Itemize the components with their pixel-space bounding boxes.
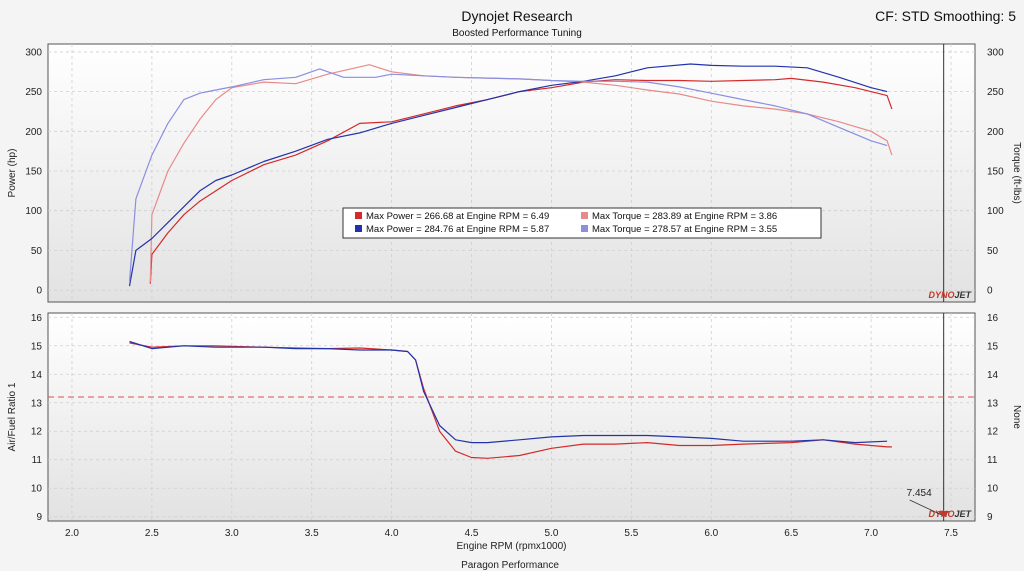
legend: Max Power = 266.68 at Engine RPM = 6.49 M… <box>342 207 822 239</box>
dynojet-logo: DYNOJET <box>928 509 972 519</box>
x-tick-label: 6.5 <box>784 528 798 539</box>
power-plot-area <box>47 43 976 303</box>
afr-series-1 <box>129 340 888 444</box>
y-tick-label: 12 <box>31 427 43 438</box>
legend-entry: Max Power = 266.68 at Engine RPM = 6.49 <box>366 211 549 222</box>
y-axis-label: Air/Fuel Ratio 1 <box>7 382 18 451</box>
x-tick-label: 3.5 <box>305 528 319 539</box>
y-tick-label: 14 <box>31 370 43 381</box>
y-tick-label: 300 <box>25 47 42 58</box>
y2-tick-label: 0 <box>987 286 993 297</box>
legend-entry: Max Power = 284.76 at Engine RPM = 5.87 <box>366 224 549 235</box>
y-tick-label: 11 <box>32 455 43 466</box>
y2-tick-label: 10 <box>987 484 999 495</box>
y-tick-label: 9 <box>36 512 42 523</box>
y2-tick-label: 9 <box>987 512 993 523</box>
x-tick-label: 4.5 <box>465 528 479 539</box>
chart-subtitle: Boosted Performance Tuning <box>452 28 582 39</box>
x-tick-label: 5.5 <box>624 528 638 539</box>
y-tick-label: 13 <box>31 398 43 409</box>
power-series-3 <box>128 68 888 283</box>
y2-tick-label: 200 <box>987 127 1004 138</box>
x-tick-label: 4.0 <box>385 528 399 539</box>
y2-tick-label: 300 <box>987 47 1004 58</box>
afr-chart: 9 9 10 10 11 11 12 12 13 13 14 14 15 15 16 16 Air/Fuel R… <box>7 312 1022 552</box>
y-axis-label: Power (hp) <box>7 149 18 198</box>
y2-tick-label: 16 <box>987 313 999 324</box>
x-tick-label: 7.5 <box>944 528 958 539</box>
y2-tick-label: 250 <box>987 87 1004 98</box>
chart-title: Dynojet Research <box>461 8 572 24</box>
y-tick-label: 0 <box>36 286 42 297</box>
y-tick-label: 10 <box>31 484 43 495</box>
legend-swatch <box>581 212 588 219</box>
y2-axis-label: Torque (ft-lbs) <box>1011 142 1022 204</box>
y-tick-label: 15 <box>31 341 43 352</box>
y-tick-label: 250 <box>25 87 42 98</box>
x-tick-label: 7.0 <box>864 528 878 539</box>
footer-label: Paragon Performance <box>461 560 559 571</box>
legend-swatch <box>581 225 588 232</box>
y-tick-label: 16 <box>31 313 43 324</box>
y2-axis-label: None <box>1011 405 1022 429</box>
y-tick-label: 150 <box>25 167 42 178</box>
y-tick-label: 100 <box>25 206 42 217</box>
y2-tick-label: 13 <box>987 398 999 409</box>
y2-tick-label: 15 <box>987 341 999 352</box>
x-tick-label: 3.0 <box>225 528 239 539</box>
dynojet-logo: DYNOJET <box>928 290 972 300</box>
legend-entry: Max Torque = 278.57 at Engine RPM = 3.55 <box>592 224 777 235</box>
cursor-pointer-line <box>909 499 942 516</box>
legend-swatch <box>355 212 362 219</box>
power-torque-chart: 0 0 50 50 100 100 150 150 200 200 250 250 300 300 Powe… <box>7 43 1022 303</box>
y2-tick-label: 12 <box>987 427 999 438</box>
x-tick-label: 2.0 <box>65 528 79 539</box>
x-tick-label: 6.0 <box>704 528 718 539</box>
y2-tick-label: 11 <box>987 455 998 466</box>
y-tick-label: 200 <box>25 127 42 138</box>
x-tick-label: 2.5 <box>145 528 159 539</box>
y2-tick-label: 50 <box>987 246 999 257</box>
y2-tick-label: 150 <box>987 167 1004 178</box>
legend-swatch <box>355 225 362 232</box>
x-tick-label: 5.0 <box>545 528 559 539</box>
cursor-value-label: 7.454 <box>907 488 932 499</box>
y-tick-label: 50 <box>31 246 43 257</box>
y2-tick-label: 100 <box>987 206 1004 217</box>
y2-tick-label: 14 <box>987 370 999 381</box>
afr-plot-area <box>47 312 976 522</box>
power-series-2 <box>128 63 888 287</box>
cursor-marker-icon <box>937 511 950 517</box>
legend-entry: Max Torque = 283.89 at Engine RPM = 3.86 <box>592 211 777 222</box>
settings-label: CF: STD Smoothing: 5 <box>875 8 1016 24</box>
x-axis-label: Engine RPM (rpmx1000) <box>456 541 566 552</box>
